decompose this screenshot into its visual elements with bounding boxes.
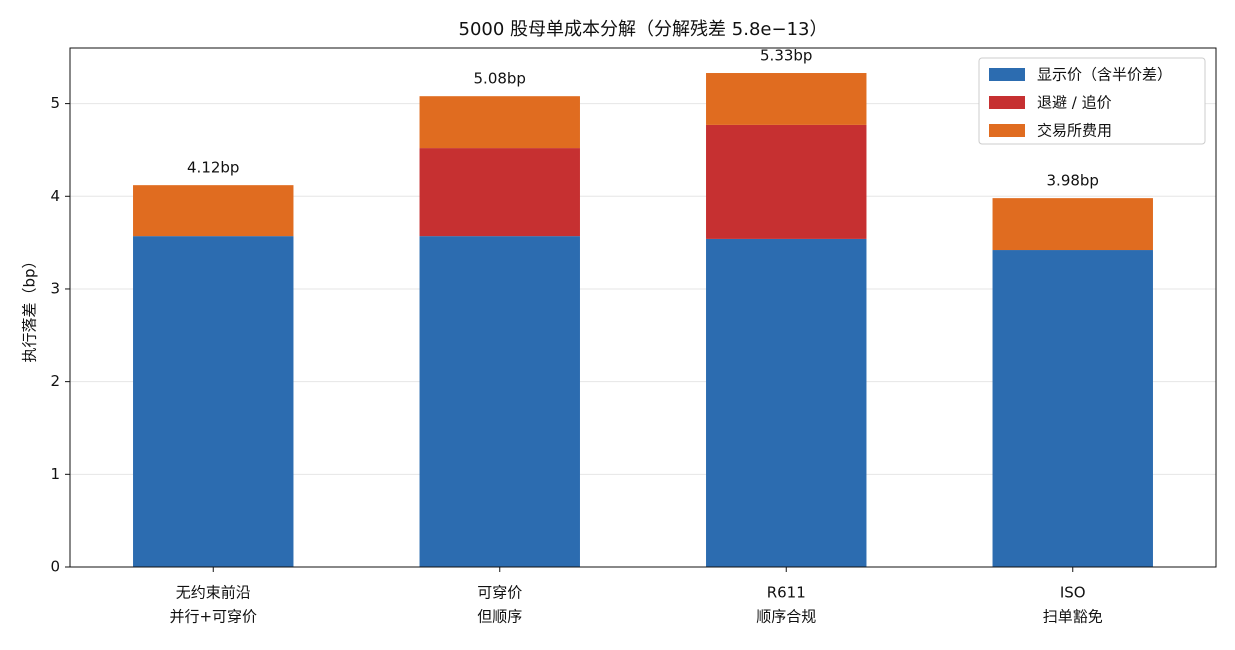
y-tick-label: 0 (50, 558, 60, 576)
legend-label: 显示价（含半价差） (1037, 66, 1172, 84)
legend-label: 交易所费用 (1037, 122, 1112, 140)
x-tick-label: R611 (767, 584, 806, 602)
y-tick-label: 5 (50, 94, 60, 112)
y-tick-label: 3 (50, 279, 60, 297)
bar-segment (706, 73, 867, 125)
legend-box (978, 57, 1206, 145)
x-tick-label: 扫单豁免 (1043, 608, 1103, 626)
x-tick-label: 但顺序 (477, 608, 522, 626)
total-label: 5.33bp (760, 47, 812, 65)
legend-swatch (989, 124, 1025, 137)
total-label: 3.98bp (1047, 172, 1099, 190)
x-tick-label: 顺序合规 (756, 608, 816, 626)
bar-segment (706, 238, 867, 568)
bar-segment (706, 124, 867, 239)
x-tick-label: 可穿价 (477, 584, 522, 602)
bar-segment (992, 198, 1153, 251)
x-tick-label: 无约束前沿 (176, 584, 251, 602)
legend-swatch (989, 96, 1025, 109)
y-tick-label: 1 (50, 465, 60, 483)
y-axis-label: 执行落差（bp） (21, 253, 39, 362)
bar-segment (419, 236, 580, 567)
bar-segment (133, 185, 294, 237)
total-label: 4.12bp (187, 159, 239, 177)
legend-label: 退避 / 追价 (1037, 94, 1112, 112)
chart-title: 5000 股母单成本分解（分解残差 5.8e−13） (459, 19, 828, 40)
y-tick-label: 4 (50, 187, 60, 205)
y-tick-label: 2 (50, 372, 60, 390)
x-tick-label: 并行+可穿价 (169, 608, 257, 626)
bar-segment (419, 96, 580, 149)
plot-frame (69, 47, 1217, 568)
bar-segment (133, 236, 294, 567)
bar-segment (419, 148, 580, 237)
legend-swatch (989, 68, 1025, 81)
total-label: 5.08bp (474, 70, 526, 88)
bar-segment (992, 250, 1153, 567)
x-tick-label: ISO (1060, 584, 1086, 602)
